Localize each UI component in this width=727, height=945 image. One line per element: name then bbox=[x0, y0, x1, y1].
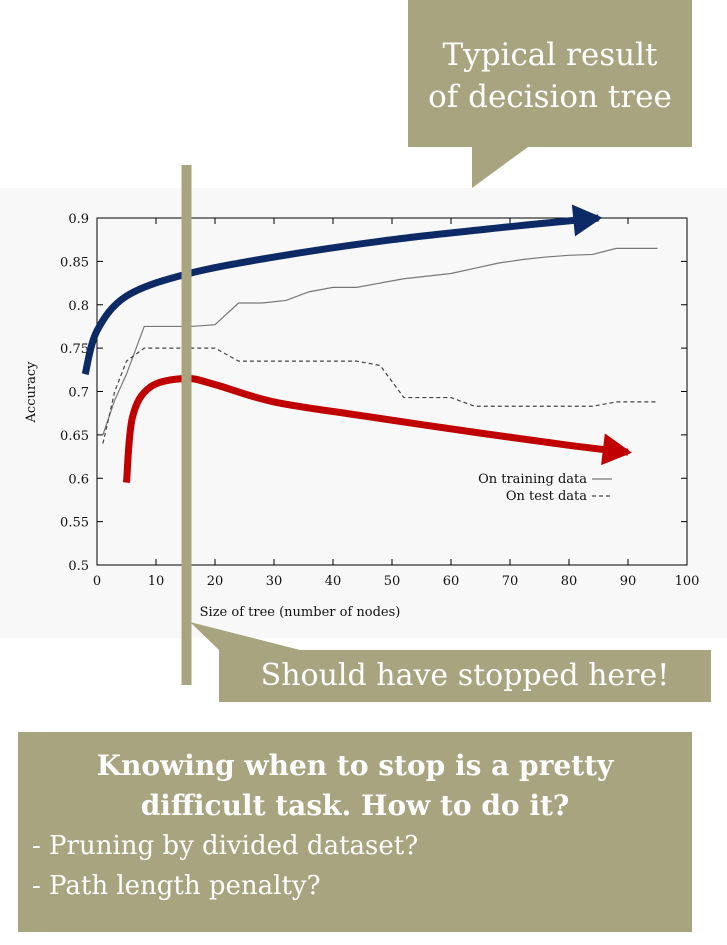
x-tick-label: 30 bbox=[266, 574, 283, 589]
x-tick-label: 80 bbox=[561, 574, 578, 589]
chart-legend: On training data On test data bbox=[478, 472, 612, 504]
chart-series bbox=[102, 247, 658, 444]
bullet-item: - Pruning by divided dataset? bbox=[32, 831, 419, 861]
callout-should-have-stopped: Should have stopped here! bbox=[219, 650, 711, 702]
y-tick-label: 0.65 bbox=[60, 429, 89, 444]
blue-arrow-head bbox=[571, 204, 603, 237]
x-tick-label: 70 bbox=[502, 574, 519, 589]
callout-typical-result: Typical result of decision tree bbox=[408, 0, 692, 147]
callout-top-line2: of decision tree bbox=[428, 79, 672, 115]
chart-annotations bbox=[81, 147, 632, 685]
bullet-item: - Path length penalty? bbox=[32, 871, 321, 901]
callout-top-pointer bbox=[472, 147, 528, 188]
y-tick-label: 0.9 bbox=[68, 212, 89, 227]
x-tick-label: 60 bbox=[443, 574, 460, 589]
summary-text-box: Knowing when to stop is a pretty difficu… bbox=[18, 732, 692, 932]
callout-bottom-pointer bbox=[190, 622, 300, 650]
stop-line bbox=[181, 165, 192, 685]
y-tick-label: 0.5 bbox=[68, 559, 89, 574]
legend-label: On test data bbox=[506, 489, 587, 504]
blue-arrow-shaft bbox=[81, 214, 599, 376]
summary-heading-line1: Knowing when to stop is a pretty bbox=[96, 749, 614, 782]
y-tick-label: 0.75 bbox=[60, 342, 89, 357]
red-arrow-head bbox=[601, 433, 632, 466]
red-arrow-shaft bbox=[123, 374, 629, 483]
series-test-line bbox=[102, 347, 658, 444]
y-tick-label: 0.6 bbox=[68, 472, 89, 487]
x-tick-label: 100 bbox=[675, 574, 700, 589]
summary-heading-line2: difficult task. How to do it? bbox=[140, 789, 570, 822]
y-tick-label: 0.7 bbox=[68, 386, 89, 401]
x-tick-label: 50 bbox=[384, 574, 401, 589]
x-tick-label: 90 bbox=[620, 574, 637, 589]
x-tick-label: 40 bbox=[325, 574, 342, 589]
series-training-line bbox=[102, 247, 658, 436]
callout-top-line1: Typical result bbox=[442, 37, 658, 73]
y-tick-label: 0.55 bbox=[60, 516, 89, 531]
chart-axes: 0 10 20 30 40 50 60 70 80 90 100 0.5 0.55 0.6 0.65 0.7 0… bbox=[60, 212, 699, 589]
y-tick-label: 0.85 bbox=[60, 255, 89, 270]
x-tick-label: 10 bbox=[148, 574, 165, 589]
x-tick-label: 20 bbox=[207, 574, 224, 589]
y-tick-label: 0.8 bbox=[68, 299, 89, 314]
x-tick-label: 0 bbox=[93, 574, 101, 589]
legend-label: On training data bbox=[478, 472, 587, 487]
y-axis-label: Accuracy bbox=[24, 361, 39, 424]
x-axis-label: Size of tree (number of nodes) bbox=[200, 605, 401, 620]
